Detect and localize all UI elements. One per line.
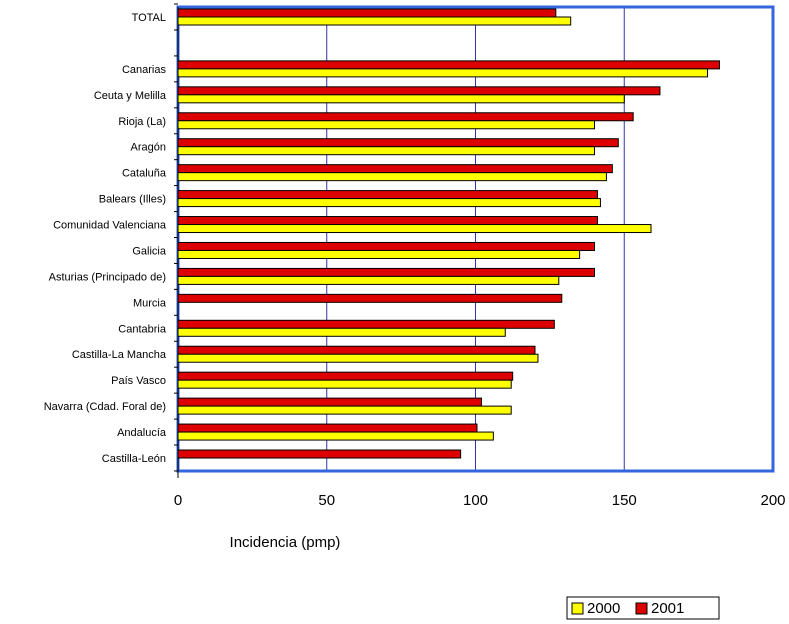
bar-2000 [177,172,607,182]
legend-swatch-2000 [571,602,584,615]
category-labels: TOTAL Canarias Ceuta y Melilla Rioja (La) Ar… [44,12,167,465]
category-label: Ceuta y Melilla [94,90,167,102]
category-label: Navarra (Cdad. Foral de) [44,401,166,413]
gridlines [326,7,625,471]
category-label: Andalucía [117,427,167,439]
bar-2001 [177,138,619,148]
x-axis-title: Incidencia (pmp) [230,534,341,551]
category-label: Cantabria [118,323,167,335]
x-tick-label: 0 [174,492,182,509]
legend-swatch-2001 [635,602,648,615]
bar-2001 [177,216,598,226]
category-label: Aragón [131,142,166,154]
bar-2001 [177,8,557,18]
bar-2001 [177,190,598,200]
legend-label-2000: 2000 [587,600,620,617]
bar-2001 [177,449,462,459]
x-tick-label: 100 [463,492,488,509]
bar-2001 [177,164,613,174]
bar-2000 [177,431,494,441]
bar-2001 [177,267,595,277]
category-label: Murcia [133,297,167,309]
bar-2000 [177,379,512,389]
bar-2000 [177,327,506,337]
category-label: Galicia [132,245,167,257]
category-label: Canarias [122,64,167,76]
bar-2000 [177,224,652,234]
bar-2000 [177,68,709,78]
category-label: Balears (Illes) [99,194,166,206]
bar-2001 [177,112,634,122]
category-label: País Vasco [111,375,166,387]
bar-2001 [177,423,478,433]
bar-2000 [177,16,572,26]
bar-2001 [177,319,555,329]
x-tick-label: 50 [318,492,335,509]
y-axis-ticks [174,3,178,472]
bar-2001 [177,86,661,96]
category-label: Castilla-La Mancha [72,349,167,361]
category-label: TOTAL [132,12,166,24]
category-label: Rioja (La) [118,116,166,128]
bar-2001 [177,345,536,355]
bar-2000 [177,405,512,415]
x-tick-label: 200 [760,492,785,509]
bar-2001 [177,397,482,407]
bar-2001 [177,60,720,70]
bar-2000 [177,249,581,259]
bar-2000 [177,94,625,104]
bar-2000 [177,353,539,363]
bar-2000 [177,120,595,130]
category-label: Castilla-León [102,453,166,465]
bar-2001 [177,371,514,381]
legend-label-2001: 2001 [651,600,684,617]
bar-2001 [177,293,563,303]
bar-2000 [177,146,595,156]
x-axis-tick-labels: 0 50 100 150 200 [174,492,786,509]
bars [177,8,720,459]
category-label: Asturias (Principado de) [49,271,166,283]
bar-2000 [177,198,601,208]
bar-2000 [177,275,560,285]
category-label: Cataluña [122,168,167,180]
x-tick-label: 150 [612,492,637,509]
category-label: Comunidad Valenciana [53,220,167,232]
legend: 2000 2001 [566,596,720,620]
bar-2001 [177,241,595,251]
